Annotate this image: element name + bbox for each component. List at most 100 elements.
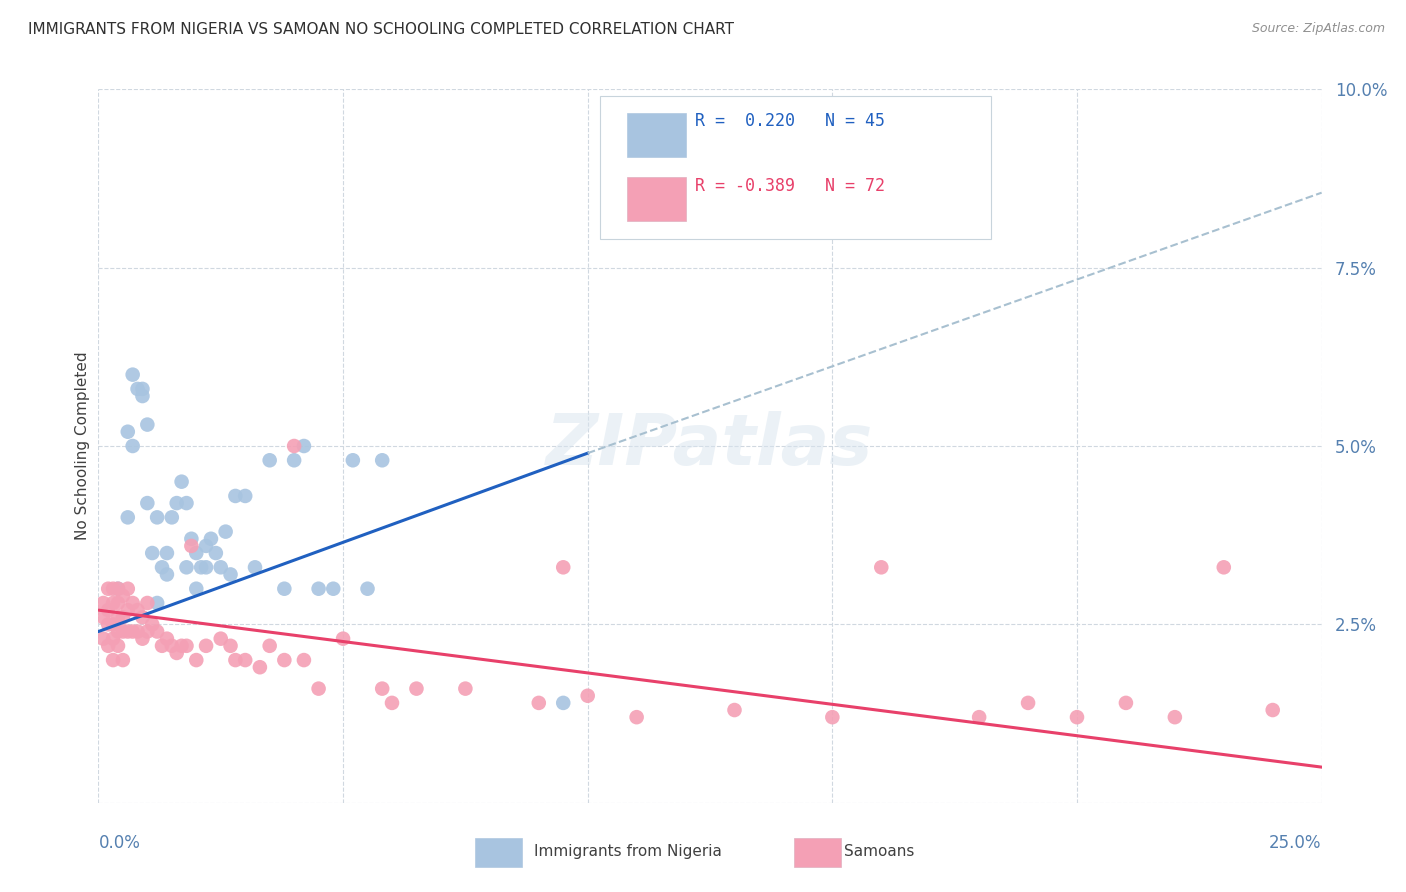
Point — [117, 425, 139, 439]
Point — [186, 546, 208, 560]
Point — [259, 453, 281, 467]
Point — [131, 610, 153, 624]
Point — [576, 689, 599, 703]
Point — [308, 681, 330, 696]
Text: ZIPatlas: ZIPatlas — [547, 411, 873, 481]
Point — [97, 603, 120, 617]
Point — [214, 524, 236, 539]
Point — [160, 639, 183, 653]
Point — [209, 632, 232, 646]
Point — [553, 696, 575, 710]
Y-axis label: No Schooling Completed: No Schooling Completed — [75, 351, 90, 541]
Point — [1261, 703, 1284, 717]
Point — [107, 639, 129, 653]
Point — [101, 617, 124, 632]
Point — [97, 617, 120, 632]
Point — [117, 624, 139, 639]
Point — [136, 496, 159, 510]
Point — [176, 560, 198, 574]
Point — [91, 596, 114, 610]
Point — [292, 653, 315, 667]
Point — [150, 639, 173, 653]
Point — [200, 532, 222, 546]
Point — [111, 589, 134, 603]
Point — [821, 710, 844, 724]
Text: Immigrants from Nigeria: Immigrants from Nigeria — [534, 845, 723, 859]
Point — [107, 582, 129, 596]
Point — [219, 639, 242, 653]
FancyBboxPatch shape — [627, 112, 686, 157]
Point — [156, 567, 179, 582]
Point — [111, 653, 134, 667]
Point — [322, 582, 344, 596]
Point — [117, 582, 139, 596]
Point — [371, 453, 394, 467]
Point — [101, 653, 124, 667]
Point — [121, 368, 143, 382]
Point — [166, 646, 188, 660]
Point — [381, 696, 404, 710]
Point — [131, 389, 153, 403]
Point — [967, 710, 990, 724]
Point — [1164, 710, 1187, 724]
Point — [870, 560, 893, 574]
Point — [180, 532, 202, 546]
Point — [127, 624, 149, 639]
Point — [170, 475, 193, 489]
Point — [176, 496, 198, 510]
Point — [136, 624, 159, 639]
Point — [195, 560, 218, 574]
Point — [131, 382, 153, 396]
Point — [186, 582, 208, 596]
Point — [150, 560, 173, 574]
Point — [146, 596, 169, 610]
Point — [107, 582, 129, 596]
Point — [136, 417, 159, 432]
Point — [190, 560, 212, 574]
Point — [308, 582, 330, 596]
Point — [97, 582, 120, 596]
Point — [342, 453, 364, 467]
Point — [1115, 696, 1137, 710]
Point — [249, 660, 271, 674]
Point — [209, 560, 232, 574]
Point — [205, 546, 228, 560]
Point — [195, 539, 218, 553]
Point — [160, 510, 183, 524]
Point — [332, 632, 354, 646]
Text: R =  0.220   N = 45: R = 0.220 N = 45 — [696, 112, 886, 130]
Point — [121, 624, 143, 639]
Point — [292, 439, 315, 453]
Text: IMMIGRANTS FROM NIGERIA VS SAMOAN NO SCHOOLING COMPLETED CORRELATION CHART: IMMIGRANTS FROM NIGERIA VS SAMOAN NO SCH… — [28, 22, 734, 37]
FancyBboxPatch shape — [600, 96, 991, 239]
Point — [97, 639, 120, 653]
Point — [176, 639, 198, 653]
Point — [107, 624, 129, 639]
Text: R = -0.389   N = 72: R = -0.389 N = 72 — [696, 177, 886, 194]
Point — [91, 632, 114, 646]
Point — [136, 596, 159, 610]
Point — [170, 639, 193, 653]
Point — [101, 632, 124, 646]
Point — [527, 696, 550, 710]
Point — [273, 653, 295, 667]
Point — [166, 496, 188, 510]
Point — [219, 567, 242, 582]
Point — [224, 653, 246, 667]
Point — [243, 560, 266, 574]
Point — [259, 639, 281, 653]
Text: Source: ZipAtlas.com: Source: ZipAtlas.com — [1251, 22, 1385, 36]
Point — [107, 610, 129, 624]
Point — [111, 610, 134, 624]
Text: 0.0%: 0.0% — [98, 834, 141, 852]
Point — [283, 439, 305, 453]
Point — [195, 639, 218, 653]
Point — [131, 632, 153, 646]
FancyBboxPatch shape — [627, 177, 686, 221]
Point — [186, 653, 208, 667]
Point — [156, 632, 179, 646]
Text: Samoans: Samoans — [844, 845, 914, 859]
Point — [283, 453, 305, 467]
Point — [156, 546, 179, 560]
Point — [233, 653, 256, 667]
